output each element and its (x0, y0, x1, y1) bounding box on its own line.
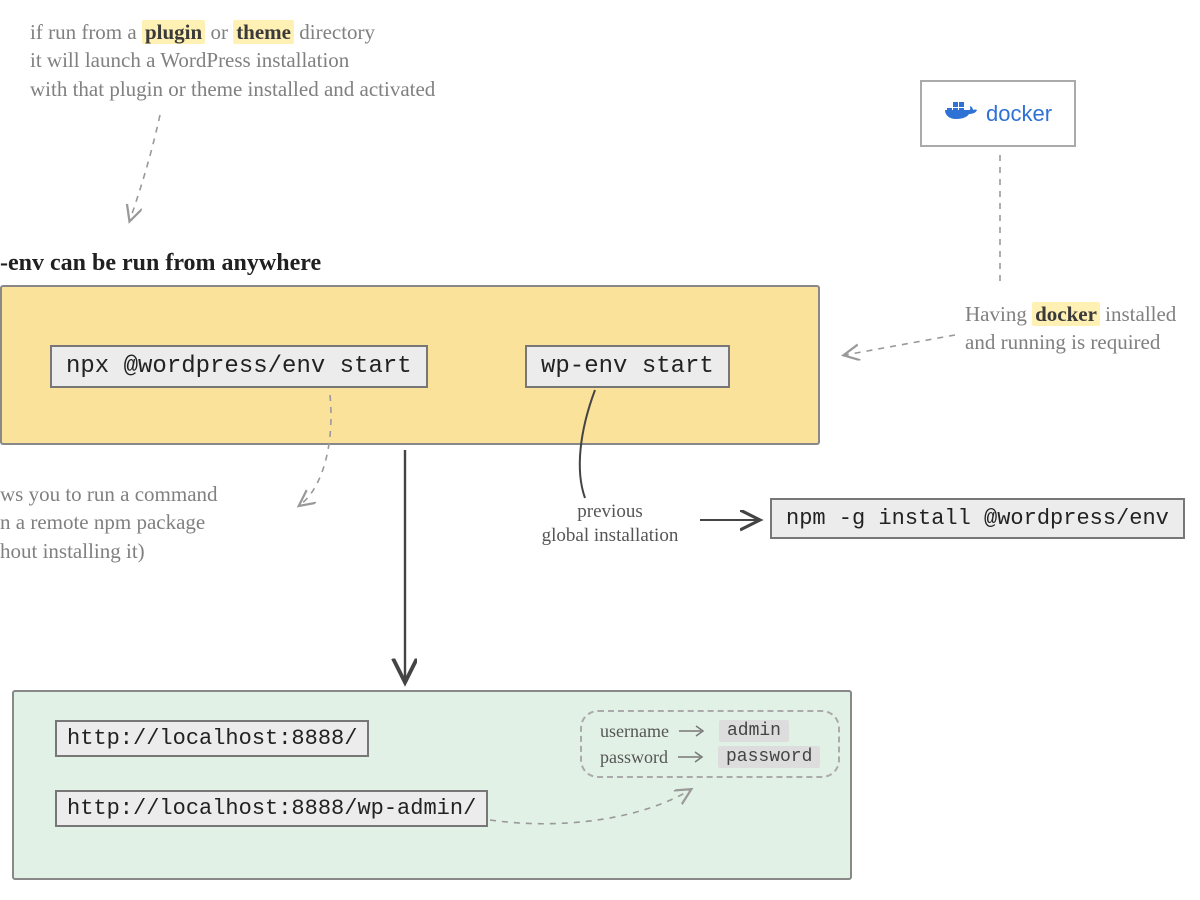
codebox-npm-global: npm -g install @wordpress/env (770, 498, 1185, 539)
docker-label: docker (986, 101, 1052, 127)
npx-note-l1: ws you to run a command (0, 480, 280, 508)
credentials-box: username admin password password (580, 710, 840, 778)
docker-note-l1-post: installed (1100, 302, 1176, 326)
docker-note: Having docker installed and running is r… (965, 300, 1200, 357)
codebox-wpenv: wp-env start (525, 345, 730, 388)
npx-note: ws you to run a command n a remote npm p… (0, 480, 280, 565)
docker-note-pre: Having (965, 302, 1032, 326)
npx-note-l2: n a remote npm package (0, 508, 280, 536)
cred-password-val: password (718, 746, 820, 768)
codebox-url1: http://localhost:8888/ (55, 720, 369, 757)
prev-install-l2: global installation (510, 524, 710, 548)
docker-note-l2: and running is required (965, 328, 1200, 356)
codebox-url2: http://localhost:8888/wp-admin/ (55, 790, 488, 827)
arrow-right-icon (678, 750, 708, 764)
top-note-hl-plugin: plugin (142, 20, 205, 44)
docker-box: docker (920, 80, 1076, 147)
prev-install-note: previous global installation (510, 500, 710, 548)
docker-note-hl: docker (1032, 302, 1100, 326)
cred-username-label: username (600, 721, 669, 742)
heading-anywhere: -env can be run from anywhere (0, 250, 321, 277)
arrow-right-icon (679, 724, 709, 738)
cred-password-label: password (600, 747, 668, 768)
codebox-npx: npx @wordpress/env start (50, 345, 428, 388)
top-note-l3: with that plugin or theme installed and … (30, 75, 730, 103)
npx-note-l3: hout installing it) (0, 537, 280, 565)
top-note-l2: it will launch a WordPress installation (30, 46, 730, 74)
top-note-l1-pre: if run from a (30, 20, 142, 44)
top-note-l1-post: directory (294, 20, 375, 44)
top-note-hl-theme: theme (233, 20, 294, 44)
cred-username-val: admin (719, 720, 789, 742)
docker-whale-icon (944, 98, 978, 129)
prev-install-l1: previous (510, 500, 710, 524)
top-note: if run from a plugin or theme directory … (30, 18, 730, 103)
top-note-l1-mid: or (205, 20, 233, 44)
